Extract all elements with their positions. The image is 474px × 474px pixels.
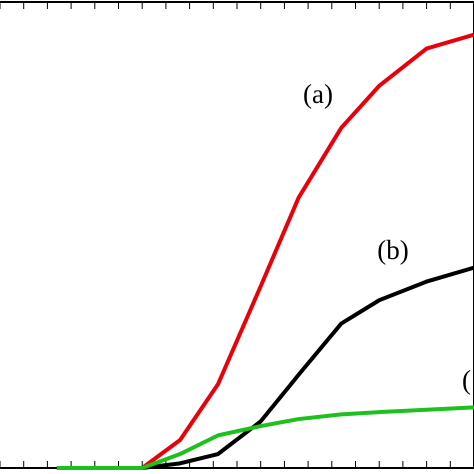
annotation: ( (462, 365, 471, 395)
line-series (56, 405, 474, 470)
line-series (56, 265, 474, 470)
line-series (56, 32, 474, 470)
annotation: (b) (377, 235, 408, 265)
annotation: (a) (303, 79, 333, 109)
